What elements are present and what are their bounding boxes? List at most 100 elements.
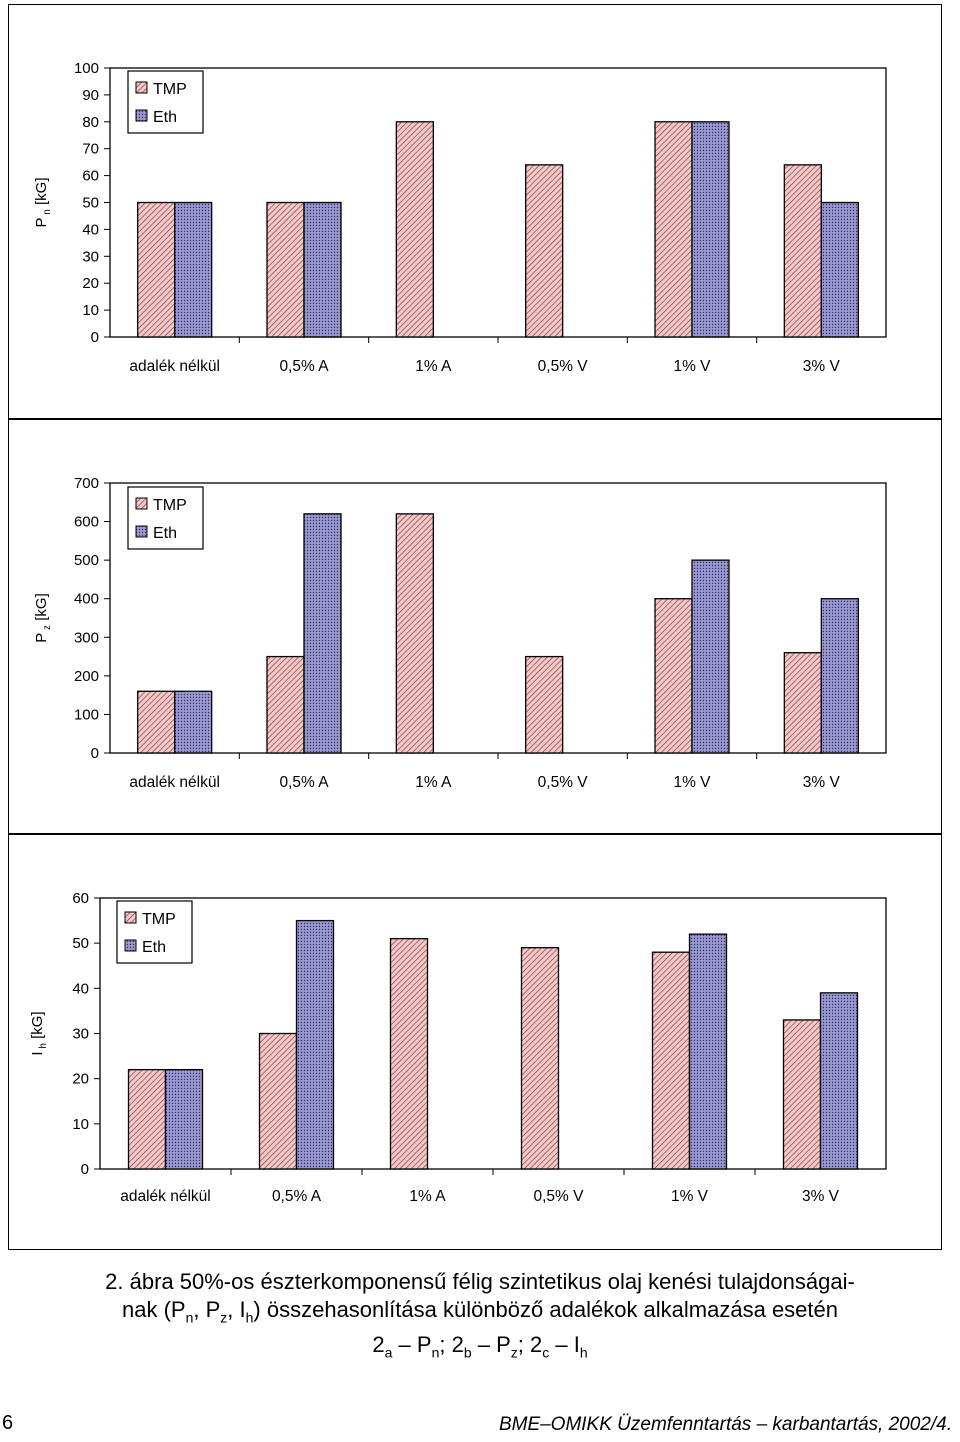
y-tick-label: 50 (72, 935, 89, 952)
caption-text: , P (193, 1297, 221, 1322)
caption-subscript: a (384, 1344, 393, 1361)
caption-subscript: h (579, 1344, 588, 1361)
bar-tmp (266, 201, 305, 338)
caption-text: ; 2 (517, 1332, 543, 1358)
x-tick-label: 3% V (803, 358, 841, 375)
x-tick-label: 0,5% V (538, 358, 589, 375)
bar-tmp (258, 1032, 298, 1170)
bar-eth (174, 201, 213, 338)
bar-tmp (525, 164, 564, 338)
bar-eth (819, 992, 859, 1170)
y-tick-label: 70 (82, 141, 99, 158)
chart-panel-ih: 0 10 20 30 40 50 60 I h [kG] adalék nélkül 0,5% A… (8, 834, 942, 1250)
bar-tmp (395, 121, 434, 338)
y-tick-label: 60 (82, 168, 99, 185)
bar-eth (691, 121, 730, 338)
y-tick-label: 300 (74, 629, 99, 646)
bar-tmp (654, 121, 693, 338)
y-tick-label: 60 (72, 890, 89, 907)
caption-text: ) összehasonlítása különböző adalékok al… (253, 1297, 839, 1322)
caption-line-2: nak (Pn, Pz, Ih) összehasonlítása különb… (0, 1296, 960, 1331)
footer-source: BME–OMIKK Üzemfenntartás – karbantartás,… (498, 1414, 952, 1435)
legend-box (116, 900, 193, 964)
y-tick-label: 0 (91, 745, 99, 762)
caption-subscript: z (510, 1344, 518, 1361)
chart-panel-pn: 0 10 20 30 40 50 60 70 80 90 100 P n [kG] adalék nél… (8, 4, 942, 419)
legend-label: Eth (153, 109, 177, 126)
y-tick-label: 400 (74, 591, 99, 608)
y-tick-label: 0 (91, 329, 99, 346)
y-axis-title: I h [kG] (29, 1011, 49, 1055)
page-number: 6 (2, 1412, 14, 1434)
y-tick-label: 600 (74, 514, 99, 531)
y-tick-label: 50 (82, 195, 99, 212)
caption-subscript: n (185, 1309, 194, 1326)
bar-eth (295, 919, 335, 1170)
bar-eth (164, 1068, 204, 1170)
bar-tmp (266, 655, 305, 754)
bar-eth (691, 559, 730, 754)
bar-tmp (654, 598, 693, 754)
y-tick-label: 700 (74, 475, 99, 492)
caption-subscript: c (542, 1344, 550, 1361)
x-tick-label: adalék nélkül (129, 358, 219, 375)
x-tick-label: 1% V (673, 774, 711, 791)
legend: TMP Eth (116, 900, 193, 964)
bar-tmp (783, 164, 822, 338)
y-tick-label: 30 (82, 248, 99, 265)
legend-swatch (124, 939, 137, 952)
bar-tmp (137, 201, 176, 338)
legend-swatch (135, 81, 148, 94)
plot-area (109, 67, 887, 338)
y-tick-label: 40 (72, 980, 89, 997)
y-tick-label: 100 (74, 706, 99, 723)
bar-tmp (395, 513, 434, 754)
legend-swatch (124, 911, 137, 924)
x-tick-label: adalék nélkül (129, 774, 219, 791)
bar-eth (688, 933, 728, 1170)
legend-swatch (135, 109, 148, 122)
bar-eth (820, 598, 859, 754)
caption-text: – I (549, 1332, 580, 1358)
caption-subscript: z (220, 1309, 228, 1326)
legend: TMP Eth (127, 486, 204, 550)
legend-label: TMP (153, 497, 187, 514)
x-tick-label: 1% V (671, 1188, 709, 1205)
x-tick-label: 0,5% V (534, 1188, 585, 1205)
bar-tmp (520, 947, 560, 1170)
caption-subscript: n (431, 1344, 440, 1361)
bar-eth (303, 513, 342, 754)
legend-box (127, 70, 204, 134)
legend-swatch (135, 497, 148, 510)
y-tick-label: 10 (72, 1116, 89, 1133)
y-tick-label: 0 (81, 1161, 89, 1178)
x-tick-label: 1% V (673, 358, 711, 375)
bar-tmp (137, 690, 176, 754)
y-tick-label: 30 (72, 1026, 89, 1043)
caption-subscript: b (463, 1344, 472, 1361)
y-tick-label: 20 (82, 275, 99, 292)
chart-pz: 0 100 200 300 400 500 600 700 P z [kG] adalék nél… (33, 475, 887, 791)
caption-text: 2 (372, 1332, 385, 1358)
caption-text: – P (392, 1332, 432, 1358)
y-axis-title: P n [kG] (33, 177, 53, 227)
y-tick-label: 80 (82, 114, 99, 131)
x-tick-label: 0,5% A (279, 774, 329, 791)
bar-tmp (127, 1068, 167, 1170)
legend-label: TMP (142, 911, 176, 928)
x-tick-label: 1% A (415, 774, 452, 791)
plot-area (99, 897, 887, 1170)
caption-text: – P (471, 1332, 511, 1358)
legend-box (127, 486, 204, 550)
bar-tmp (525, 655, 564, 754)
caption-line-1: 2. ábra 50%-os észterkomponensű félig sz… (0, 1268, 960, 1296)
chart-panel-pz: 0 100 200 300 400 500 600 700 P z [kG] adalék nél… (8, 419, 942, 834)
legend-label: TMP (153, 81, 187, 98)
bar-eth (303, 201, 342, 338)
legend: TMP Eth (127, 70, 204, 134)
caption-text: , I (227, 1297, 246, 1322)
y-axis-title: P z [kG] (33, 593, 53, 642)
y-tick-label: 200 (74, 668, 99, 685)
legend-swatch (135, 525, 148, 538)
x-tick-label: 0,5% A (272, 1188, 322, 1205)
